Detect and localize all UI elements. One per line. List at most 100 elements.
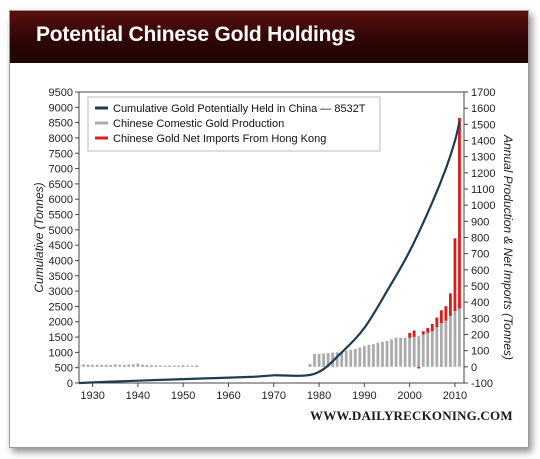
import-bar [430,323,434,332]
production-bar [408,337,412,367]
production-bar [308,363,312,367]
production-bar [150,365,153,367]
chart-title: Potential Chinese Gold Holdings [36,23,356,46]
production-bar [322,353,325,367]
y-left-tick-label: 4000 [49,255,73,267]
import-bar [421,331,425,335]
production-bar [435,327,439,367]
import-bar [408,332,412,338]
y-right-tick-label: 300 [471,313,489,325]
chart-card: Potential Chinese Gold Holdings 0 500 1000… [9,10,529,448]
x-tick-label: 1980 [307,390,331,402]
import-bar [449,293,452,316]
y-left-tick-label: 3000 [49,286,73,298]
y-right-tick-label: 1300 [471,152,495,164]
import-bar [435,317,439,328]
production-bar [344,350,348,367]
y-right-tick-label: 900 [471,216,489,228]
production-bar [381,341,384,367]
y-left-tick-label: 5000 [49,225,73,237]
y-right-tick-label: 100 [471,346,489,358]
production-bar [426,332,430,367]
production-bar [430,331,434,367]
y-left-tick-label: 9000 [49,102,73,114]
y-right-tick-label: 1100 [471,184,495,196]
production-bar [412,336,416,367]
production-bar [186,365,190,367]
y-right-tick-label: 1700 [471,87,495,99]
import-bar [453,238,457,312]
y-left-tick-label: 1000 [49,347,73,359]
production-bar [172,365,176,367]
production-bar [86,364,90,367]
production-bar [390,339,393,367]
x-tick-label: 1950 [171,390,195,402]
chart-svg: 0500100015002000250030003500400045005000… [32,87,515,402]
production-bar [91,364,94,367]
production-bar [349,349,353,367]
production-bar [122,364,126,367]
x-tick-label: 2010 [443,390,467,402]
x-tick-label: 1960 [216,390,240,402]
production-bar [376,342,380,367]
import-bar [417,366,421,369]
production-bar [417,336,421,367]
y-right-tick-label: 800 [471,233,489,245]
import-bar [458,117,461,309]
import-bar [426,328,430,333]
production-bar [362,345,366,367]
import-bar [439,310,443,324]
production-bar [195,365,199,367]
y-left-tick-label: 7500 [49,148,73,160]
production-bar [326,353,330,367]
cumulative-line [78,121,461,385]
y-left-tick-label: 0 [67,378,73,390]
production-bar [131,364,135,367]
y-left-tick-label: 8500 [49,118,73,130]
y-right-tick-label: -100 [471,378,493,390]
y-right-tick-label: 1200 [471,168,495,180]
production-bar [385,340,389,367]
y-left-tick-label: 1500 [49,332,73,344]
y-left-tick-label: 9500 [49,87,73,99]
production-bar [82,364,85,367]
production-bar [399,337,402,367]
y-left-axis-title: Cumulative (Tonnes) [32,182,46,292]
production-bar [141,364,144,367]
y-left-tick-label: 2500 [49,301,73,313]
production-bar [335,352,339,367]
x-tick-label: 2000 [397,390,421,402]
production-bar [145,364,149,367]
production-bar [95,364,99,367]
production-bar [190,365,194,367]
x-tick-label: 1930 [80,390,104,402]
legend-label: Chinese Gold Net Imports From Hong Kong [113,133,326,145]
y-left-tick-label: 3500 [49,271,73,283]
legend-label: Cumulative Gold Potentially Held in Chin… [113,103,366,115]
x-tick-label: 1940 [126,390,150,402]
production-bar [317,353,321,367]
production-bar [340,351,344,367]
y-left-tick-label: 6500 [49,179,73,191]
y-right-tick-label: 0 [471,362,477,374]
import-bar [412,330,416,337]
production-bar [439,323,443,367]
y-right-tick-label: 600 [471,265,489,277]
y-right-axis-title: Annual Production & Net Imports (Tonnes) [501,134,515,360]
production-bar [313,353,316,367]
production-bar [458,308,461,367]
y-right-tick-label: 1400 [471,136,495,148]
production-bar [118,364,122,367]
production-bar [421,334,425,367]
production-bar [181,365,185,367]
y-left-tick-label: 2000 [49,317,73,329]
import-bar [444,306,448,321]
y-left-tick-label: 8000 [49,133,73,145]
y-right-tick-label: 700 [471,249,489,261]
production-bar [394,337,398,367]
production-bar [109,364,113,367]
x-tick-label: 1990 [352,390,376,402]
y-left-tick-label: 500 [55,363,73,375]
production-bar [453,311,457,367]
production-bar [154,365,158,367]
